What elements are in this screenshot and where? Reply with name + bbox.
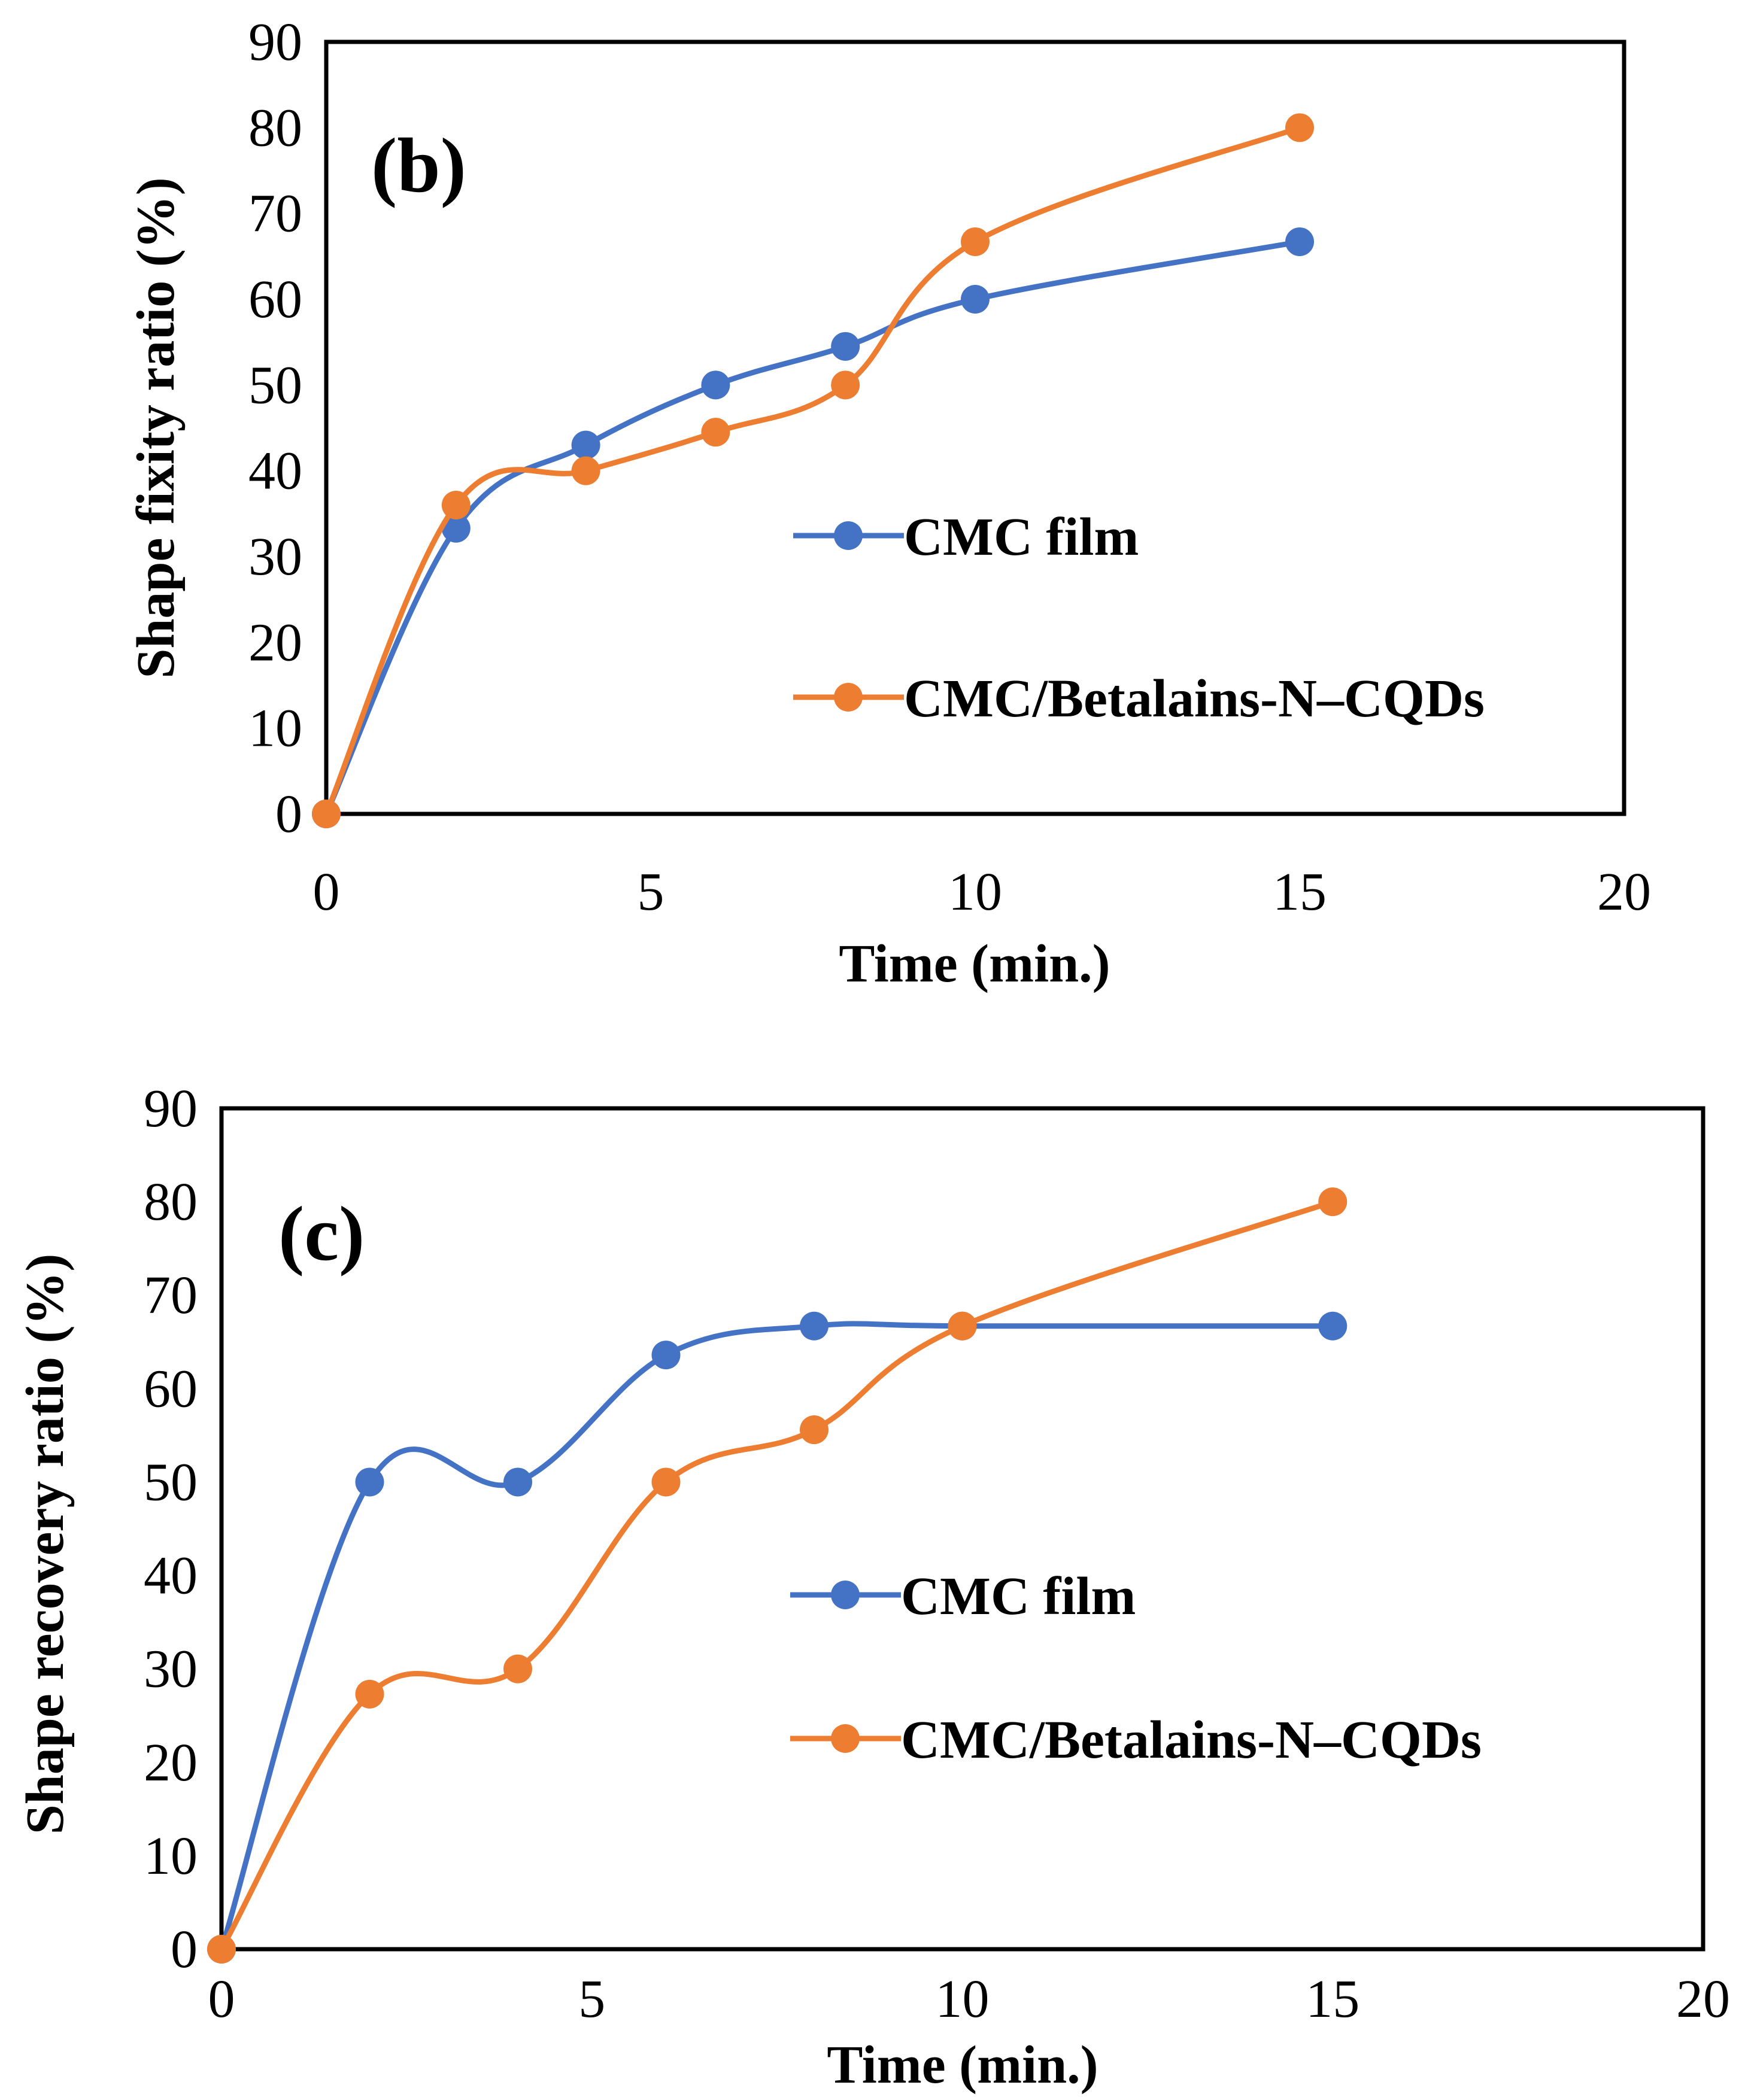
x-tick-label: 0 [313,862,340,922]
data-point-cmc-betalains-n-cqds [207,1935,236,1964]
y-tick-label: 30 [144,1640,198,1699]
y-tick-label: 40 [248,442,302,501]
legend-label-cmc-betalains: CMC/Betalains-N–CQDs [901,1710,1482,1770]
y-axis-ticks: 0 10 20 30 40 50 60 70 80 90 [248,13,302,844]
data-point-cmc-betalains-n-cqds [355,1679,384,1709]
series-line-cmc-betalains-n-cqds [218,1199,1336,1952]
data-point-cmc-betalains-n-cqds [1318,1187,1348,1217]
y-tick-label: 40 [144,1546,198,1606]
data-point-cmc-film [441,513,471,543]
x-tick-label: 20 [1676,1970,1730,2029]
data-point-cmc-film [355,1467,384,1497]
y-tick-label: 20 [144,1733,198,1792]
plot-area-frame [324,39,1626,816]
y-tick-label: 10 [248,699,302,758]
y-tick-label: 70 [144,1266,198,1325]
y-tick-label: 60 [144,1359,198,1418]
x-axis-label: Time (min.) [839,934,1110,993]
data-point-cmc-betalains-n-cqds [701,418,730,447]
panel-label: (b) [371,123,466,209]
x-axis-ticks: 0 5 10 15 20 [313,862,1652,922]
y-tick-label: 50 [144,1452,198,1512]
y-tick-label: 0 [171,1920,198,1979]
legend-label-cmc-film: CMC film [904,507,1139,567]
series-layer [207,1187,1348,1964]
data-point-cmc-betalains-n-cqds [948,1311,977,1341]
legend-marker-cmc-film [831,1581,860,1609]
y-tick-label: 80 [144,1172,198,1232]
x-axis-label: Time (min.) [827,2035,1098,2095]
chart-panel-b: 0 10 20 30 40 50 60 70 80 90 0 5 10 15 20 Shape fixit… [126,13,1651,993]
data-point-cmc-betalains-n-cqds [1285,113,1314,142]
y-tick-label: 50 [248,355,302,415]
plot-area-frame [219,1106,1705,1952]
data-point-cmc-film [961,285,990,314]
y-axis-ticks: 0 10 20 30 40 50 60 70 80 90 [144,1079,198,1979]
x-tick-label: 10 [936,1970,990,2029]
y-tick-label: 30 [248,527,302,586]
series-layer [312,113,1314,828]
data-point-cmc-betalains-n-cqds [800,1415,829,1445]
data-point-cmc-betalains-n-cqds [831,370,860,400]
data-point-cmc-betalains-n-cqds [961,227,990,256]
legend-label-cmc-betalains: CMC/Betalains-N–CQDs [904,669,1485,728]
data-point-cmc-betalains-n-cqds [503,1654,532,1683]
legend-marker-cmc-film [834,521,863,550]
y-tick-label: 0 [275,785,302,844]
y-axis-label: Shape fixity ratio (%) [126,177,186,678]
data-point-cmc-film [1285,227,1314,256]
y-tick-label: 80 [248,98,302,157]
legend: CMC film CMC/Betalains-N–CQDs [793,507,1485,728]
x-axis-ticks: 0 5 10 15 20 [208,1970,1731,2029]
data-point-cmc-film [701,370,730,400]
x-tick-label: 20 [1597,862,1651,922]
legend-marker-cmc-betalains [831,1724,860,1753]
data-point-cmc-betalains-n-cqds [651,1467,681,1497]
x-tick-label: 10 [948,862,1002,922]
data-point-cmc-film [651,1341,681,1370]
data-point-cmc-film [571,430,600,460]
y-tick-label: 10 [144,1827,198,1886]
x-tick-label: 5 [638,862,664,922]
y-tick-label: 90 [144,1079,198,1138]
y-tick-label: 20 [248,613,302,672]
data-point-cmc-betalains-n-cqds [312,800,341,828]
data-point-cmc-betalains-n-cqds [441,491,471,519]
y-axis-label: Shape recovery ratio (%) [16,1254,75,1835]
x-tick-label: 0 [208,1970,235,2029]
chart-panel-c: 0 10 20 30 40 50 60 70 80 90 0 5 10 15 20 Shape recov… [16,1079,1730,2095]
y-tick-label: 90 [248,13,302,72]
y-tick-label: 70 [248,184,302,244]
x-tick-label: 5 [578,1970,605,2029]
data-point-cmc-film [1318,1311,1348,1341]
legend-marker-cmc-betalains [834,683,863,712]
legend-label-cmc-film: CMC film [901,1567,1136,1626]
legend: CMC film CMC/Betalains-N–CQDs [790,1567,1482,1770]
data-point-cmc-film [831,332,860,361]
y-tick-label: 60 [248,270,302,329]
data-point-cmc-film [503,1467,532,1497]
data-point-cmc-betalains-n-cqds [571,456,600,485]
x-tick-label: 15 [1306,1970,1359,2029]
panel-label: (c) [278,1191,365,1277]
data-point-cmc-film [800,1311,829,1341]
x-tick-label: 15 [1273,862,1327,922]
series-line-cmc-film [218,1321,1336,1952]
